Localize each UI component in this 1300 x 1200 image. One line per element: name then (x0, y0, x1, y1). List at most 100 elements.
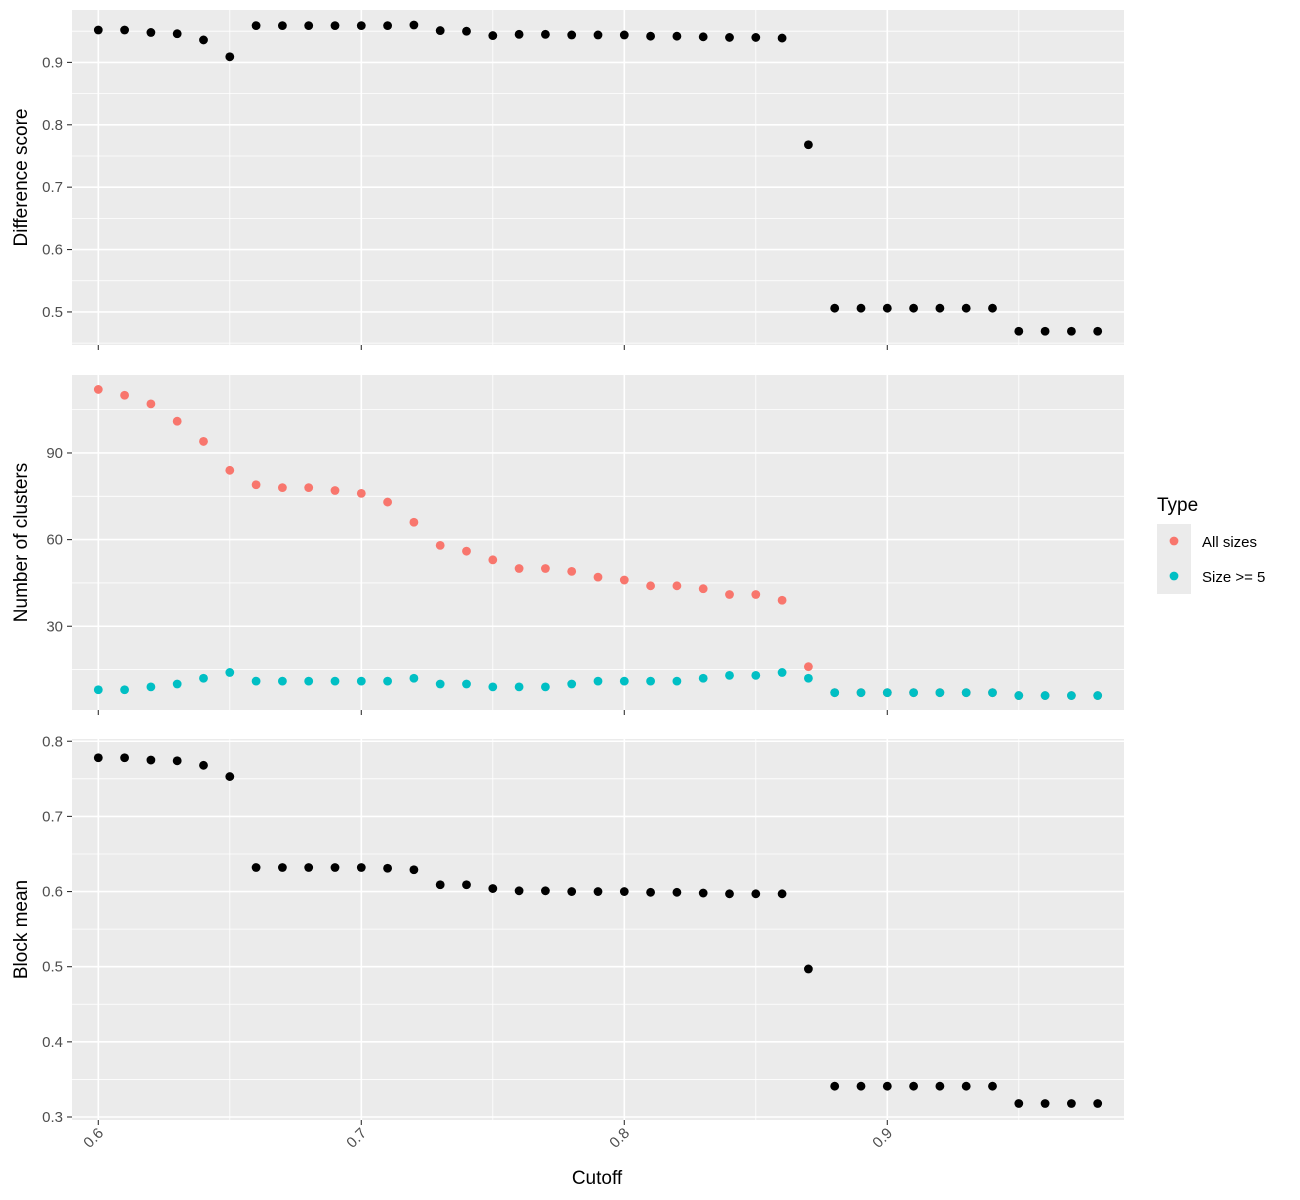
data-point (567, 887, 577, 896)
data-point (725, 590, 734, 599)
data-point (330, 486, 340, 495)
data-point (856, 303, 866, 313)
data-point (593, 30, 603, 40)
data-point (383, 21, 392, 30)
data-point (1014, 326, 1024, 336)
data-point (567, 566, 577, 576)
data-point (1014, 1099, 1024, 1108)
data-point (251, 676, 261, 686)
data-point (1040, 1099, 1050, 1108)
data-point (199, 673, 208, 683)
data-point (882, 1081, 892, 1091)
data-point (698, 584, 708, 594)
x-tick-label: 0.9 (869, 1125, 896, 1152)
data-point (435, 540, 445, 550)
data-point (120, 685, 129, 695)
data-point (882, 303, 892, 313)
data-point (514, 682, 524, 692)
data-point (882, 688, 892, 698)
data-point (120, 390, 129, 400)
x-axis-title: Cutoff (572, 1168, 623, 1189)
data-point (278, 21, 287, 30)
data-point (541, 682, 550, 692)
data-point (278, 483, 287, 493)
data-point (751, 889, 761, 899)
data-point (830, 1081, 840, 1091)
data-point (1040, 691, 1050, 700)
data-point (93, 25, 103, 35)
data-point (488, 31, 498, 40)
data-point (146, 28, 156, 37)
data-point (304, 676, 314, 686)
data-point (462, 546, 471, 556)
data-point (199, 35, 208, 45)
y-tick-label: 30 (46, 618, 63, 635)
legend-label: All sizes (1202, 534, 1257, 551)
data-point (172, 756, 182, 766)
data-point (672, 31, 682, 41)
data-point (909, 303, 918, 313)
data-point (856, 688, 866, 698)
data-point (541, 29, 550, 39)
legend-title: Type (1157, 495, 1198, 516)
data-point (356, 863, 366, 872)
data-point (593, 676, 603, 686)
data-point (961, 1081, 971, 1091)
data-point (935, 688, 945, 698)
data-point (120, 25, 129, 35)
data-point (93, 685, 103, 695)
y-tick-label: 0.7 (42, 808, 63, 825)
data-point (409, 20, 419, 30)
data-point (646, 581, 655, 591)
data-point (1040, 326, 1050, 336)
data-point (777, 668, 787, 677)
data-point (1067, 691, 1076, 700)
data-point (172, 29, 182, 39)
data-point (672, 887, 682, 897)
data-point (698, 673, 708, 683)
data-point (698, 32, 708, 42)
data-point (146, 682, 156, 692)
data-point (1067, 326, 1076, 336)
data-point (804, 673, 813, 683)
data-point (804, 964, 813, 974)
x-tick-label: 0.8 (606, 1125, 633, 1152)
data-point (804, 140, 813, 150)
data-point (435, 880, 445, 890)
data-point (619, 30, 629, 40)
data-point (541, 564, 550, 573)
data-point (1093, 691, 1103, 700)
data-point (567, 30, 577, 40)
data-point (619, 676, 629, 686)
data-point (251, 21, 261, 30)
data-point (199, 437, 208, 446)
data-point (514, 564, 524, 573)
data-point (514, 29, 524, 39)
y-axis-title: Difference score (11, 109, 32, 247)
data-point (225, 465, 235, 475)
data-point (304, 483, 314, 493)
data-point (356, 489, 366, 498)
data-point (593, 887, 603, 896)
data-point (777, 889, 787, 899)
type-legend: Type All sizes Size >= 5 (1157, 495, 1265, 594)
data-point (830, 303, 840, 313)
legend-label: Size >= 5 (1202, 569, 1265, 586)
data-point (646, 887, 655, 897)
y-tick-label: 0.7 (42, 179, 63, 196)
data-point (619, 887, 629, 896)
data-point (330, 863, 340, 872)
data-point (383, 497, 392, 507)
difference-score-panel: 0.5 0.6 0.7 0.8 0.9 Difference score (11, 10, 1124, 350)
data-point (146, 755, 156, 765)
data-point (462, 679, 471, 689)
data-point (725, 670, 734, 680)
legend-key-point (1169, 571, 1179, 581)
data-point (1093, 1099, 1103, 1108)
data-point (1067, 1099, 1076, 1108)
data-point (330, 21, 340, 30)
data-point (409, 673, 419, 683)
y-tick-label: 0.6 (42, 242, 63, 259)
data-point (567, 679, 577, 689)
